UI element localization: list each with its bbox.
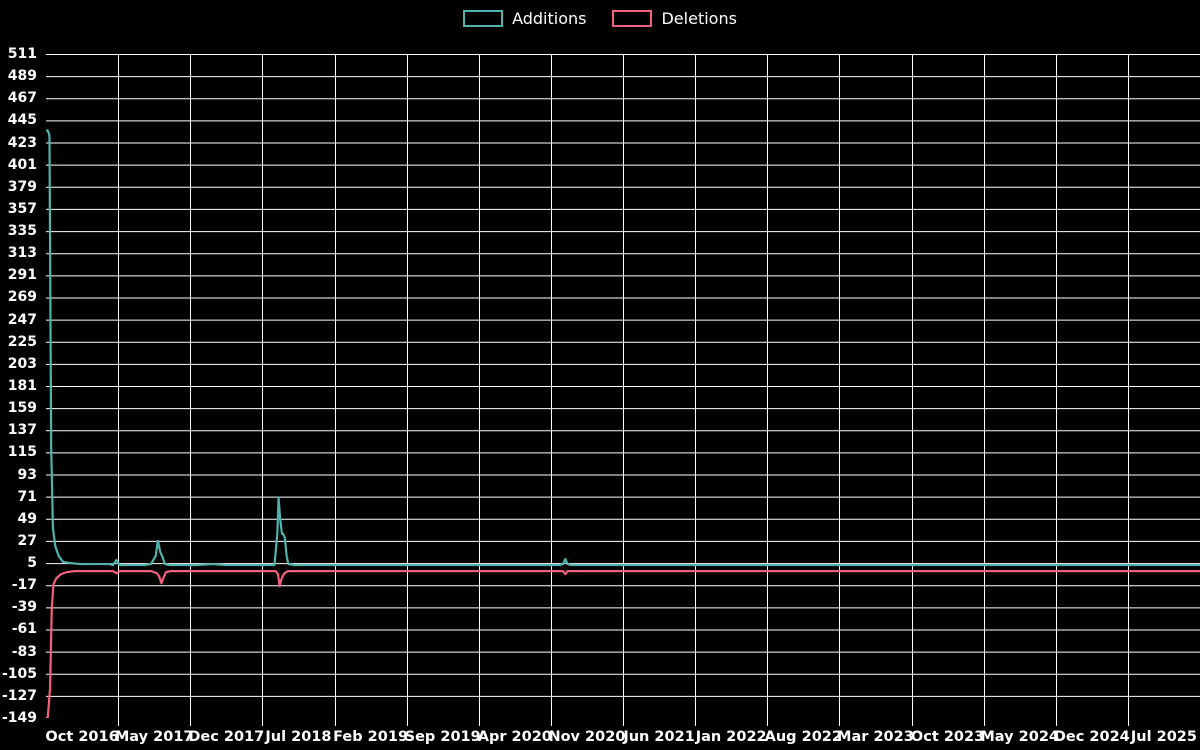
y-tick-label: 247 bbox=[7, 311, 37, 328]
x-tick-label: Apr 2020 bbox=[477, 729, 552, 745]
y-tick-label: 379 bbox=[7, 178, 37, 195]
y-tick-label: 445 bbox=[7, 112, 37, 129]
y-tick-label: 181 bbox=[7, 378, 37, 394]
y-tick-label: -83 bbox=[11, 643, 37, 660]
y-tick-label: -39 bbox=[11, 599, 37, 616]
x-tick-mark bbox=[1056, 718, 1057, 726]
y-tick-label: 467 bbox=[7, 90, 37, 107]
y-tick-label: 137 bbox=[7, 422, 37, 439]
x-tick-label: Jul 2025 bbox=[1130, 729, 1197, 745]
x-tick-label: Jul 2018 bbox=[265, 729, 332, 745]
x-tick-mark bbox=[118, 718, 119, 726]
x-tick-label: Aug 2022 bbox=[764, 729, 842, 745]
legend-item-deletions[interactable]: Deletions bbox=[612, 8, 737, 28]
x-tick-mark bbox=[1128, 718, 1129, 726]
series-line-additions bbox=[46, 129, 1200, 567]
x-tick-label: Nov 2020 bbox=[548, 729, 626, 745]
x-tick-mark bbox=[984, 718, 985, 726]
legend-label-additions: Additions bbox=[512, 8, 587, 28]
x-tick-mark bbox=[407, 718, 408, 726]
x-tick-mark bbox=[551, 718, 552, 726]
y-tick-label: 5 bbox=[27, 555, 37, 572]
x-tick-label: Dec 2017 bbox=[188, 729, 265, 745]
x-tick-mark bbox=[262, 718, 263, 726]
legend-item-additions[interactable]: Additions bbox=[463, 8, 587, 28]
y-tick-label: -61 bbox=[11, 621, 37, 638]
x-tick-label: Jan 2022 bbox=[695, 729, 767, 745]
y-tick-label: -105 bbox=[1, 665, 37, 682]
y-tick-label: 159 bbox=[7, 400, 37, 417]
x-tick-label: Jun 2021 bbox=[623, 729, 695, 745]
y-tick-label: 401 bbox=[7, 156, 37, 173]
x-tick-label: Mar 2023 bbox=[837, 729, 914, 745]
y-tick-label: 269 bbox=[7, 289, 37, 306]
x-tick-mark bbox=[479, 718, 480, 726]
x-tick-label: Sep 2019 bbox=[404, 729, 481, 745]
y-tick-label: 357 bbox=[7, 200, 37, 217]
y-tick-label: 335 bbox=[7, 223, 37, 240]
x-tick-mark bbox=[839, 718, 840, 726]
series-line-deletions bbox=[46, 570, 1200, 718]
y-tick-label: 291 bbox=[7, 267, 37, 284]
plot-svg bbox=[46, 54, 1200, 718]
y-tick-label: 489 bbox=[7, 68, 37, 85]
x-tick-label: Feb 2019 bbox=[333, 729, 409, 745]
x-axis: Oct 2016 May 2017 Dec 2017 Jul 2018 Feb 2019… bbox=[0, 718, 1200, 750]
data-series-layer bbox=[46, 129, 1200, 718]
x-tick-mark bbox=[767, 718, 768, 726]
x-tick-label: May 2024 bbox=[980, 729, 1059, 745]
y-tick-label: -127 bbox=[1, 687, 37, 704]
y-tick-label: -149 bbox=[1, 710, 37, 726]
x-tick-label: Dec 2024 bbox=[1053, 729, 1130, 745]
y-tick-label: 511 bbox=[7, 46, 37, 62]
y-tick-label: 423 bbox=[7, 134, 37, 151]
x-tick-label: Oct 2023 bbox=[910, 729, 985, 745]
y-tick-label: 203 bbox=[7, 355, 37, 372]
x-tick-label: Oct 2016 bbox=[45, 729, 119, 745]
y-tick-label: 115 bbox=[7, 444, 37, 461]
x-tick-mark bbox=[623, 718, 624, 726]
plot-area bbox=[46, 54, 1200, 718]
x-tick-mark bbox=[335, 718, 336, 726]
x-tick-mark bbox=[695, 718, 696, 726]
chart-legend: Additions Deletions bbox=[0, 0, 1200, 36]
vertical-gridlines bbox=[118, 54, 1129, 718]
legend-swatch-additions bbox=[463, 9, 504, 27]
y-tick-label: 27 bbox=[17, 532, 37, 549]
x-tick-mark bbox=[912, 718, 913, 726]
y-tick-label: -17 bbox=[11, 577, 37, 594]
y-tick-label: 225 bbox=[7, 333, 37, 350]
y-tick-label: 71 bbox=[17, 488, 37, 505]
legend-label-deletions: Deletions bbox=[661, 8, 737, 28]
y-tick-label: 49 bbox=[17, 510, 37, 527]
y-tick-label: 313 bbox=[7, 245, 37, 262]
y-tick-label: 93 bbox=[17, 466, 37, 483]
x-tick-label: May 2017 bbox=[114, 729, 194, 745]
legend-swatch-deletions bbox=[612, 9, 653, 27]
y-axis: 511 489 467 445 423 401 379 357 335 313 291 269 247 2… bbox=[0, 0, 46, 750]
x-tick-mark bbox=[190, 718, 191, 726]
